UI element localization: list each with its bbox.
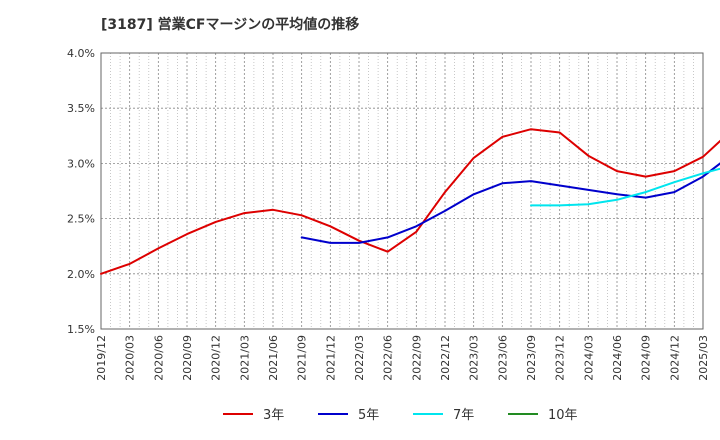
y-tick-label: 1.5% bbox=[67, 323, 95, 336]
y-tick-label: 2.0% bbox=[67, 268, 95, 281]
y-tick-label: 3.0% bbox=[67, 157, 95, 170]
x-tick-label: 2022/03 bbox=[353, 335, 366, 381]
x-tick-label: 2025/03 bbox=[697, 335, 710, 381]
y-tick-label: 4.0% bbox=[67, 47, 95, 60]
x-tick-label: 2022/12 bbox=[439, 335, 452, 381]
legend-label: 7年 bbox=[453, 408, 474, 423]
x-tick-label: 2024/12 bbox=[668, 335, 681, 381]
y-tick-label: 2.5% bbox=[67, 213, 95, 226]
legend-label: 3年 bbox=[263, 408, 284, 423]
x-tick-label: 2021/03 bbox=[238, 335, 251, 381]
x-tick-label: 2023/12 bbox=[554, 335, 567, 381]
plot-area bbox=[101, 53, 703, 329]
x-tick-label: 2024/06 bbox=[611, 335, 624, 381]
x-tick-label: 2023/06 bbox=[496, 335, 509, 381]
x-tick-label: 2021/06 bbox=[267, 335, 280, 381]
x-tick-label: 2019/12 bbox=[95, 335, 108, 381]
x-tick-label: 2020/06 bbox=[152, 335, 165, 381]
x-tick-label: 2020/03 bbox=[124, 335, 137, 381]
x-tick-label: 2024/03 bbox=[582, 335, 595, 381]
x-tick-label: 2020/12 bbox=[210, 335, 223, 381]
series-line-3年 bbox=[100, 128, 720, 275]
chart-title: [3187] 営業CFマージンの平均値の推移 bbox=[101, 17, 360, 33]
x-tick-label: 2021/12 bbox=[324, 335, 337, 381]
plot-frame bbox=[100, 52, 704, 330]
x-tick-label: 2022/09 bbox=[410, 335, 423, 381]
x-tick-label: 2022/06 bbox=[382, 335, 395, 381]
x-tick-label: 2023/03 bbox=[468, 335, 481, 381]
y-tick-label: 3.5% bbox=[67, 102, 95, 115]
legend-label: 10年 bbox=[548, 408, 578, 423]
x-tick-label: 2024/09 bbox=[640, 335, 653, 381]
series-line-7年 bbox=[530, 167, 720, 207]
x-tick-label: 2020/09 bbox=[181, 335, 194, 381]
x-tick-label: 2023/09 bbox=[525, 335, 538, 381]
x-tick-label: 2021/09 bbox=[296, 335, 309, 381]
legend-label: 5年 bbox=[358, 408, 379, 423]
